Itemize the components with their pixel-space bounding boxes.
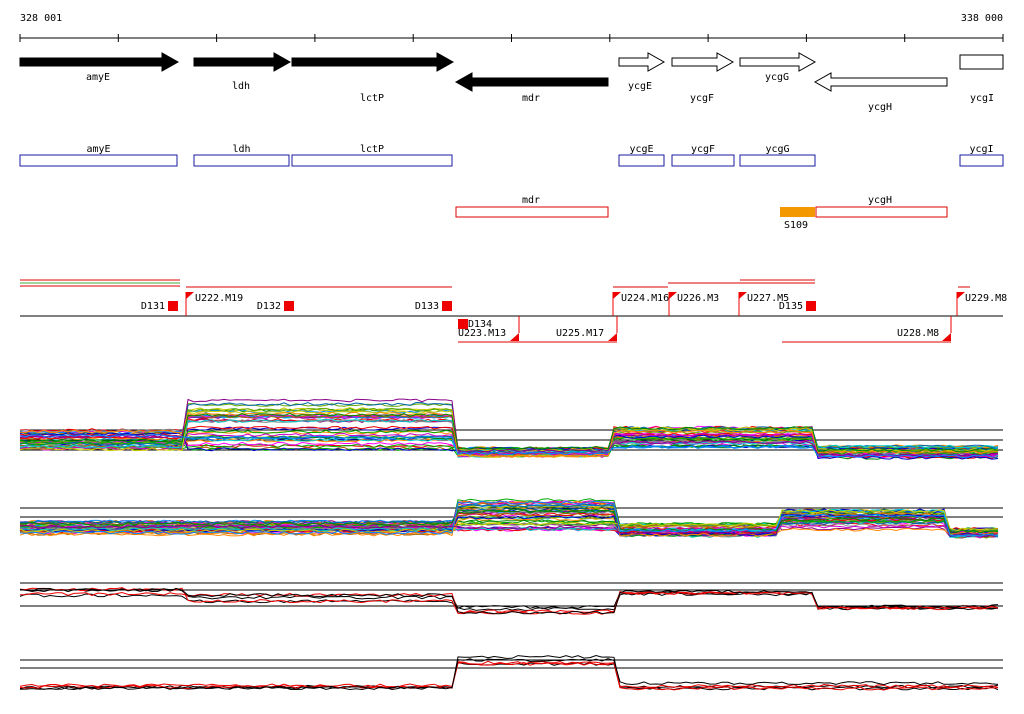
- marker-triangle: [510, 333, 519, 341]
- marker-label: D133: [415, 301, 439, 312]
- segment-label: S109: [784, 220, 808, 231]
- gene-arrow: [193, 52, 292, 72]
- marker-label: U226.M3: [677, 293, 719, 304]
- gene-label: amyE: [86, 72, 110, 83]
- gene-arrow: [671, 52, 735, 72]
- ruler-start: 328 001: [20, 13, 62, 24]
- gene-arrow: [739, 52, 817, 72]
- gene-label: ldh: [232, 81, 250, 92]
- gene-arrow: [454, 72, 609, 92]
- gene-label: lctP: [360, 93, 384, 104]
- marker-label: U229.M8: [965, 293, 1007, 304]
- annotation-label: ycgG: [765, 144, 789, 155]
- track-series: [19, 509, 999, 534]
- marker-label: U223.M13: [458, 328, 506, 339]
- track-series: [19, 509, 999, 533]
- marker-flag: [186, 292, 194, 299]
- track-series: [19, 434, 999, 459]
- track-series: [19, 398, 999, 457]
- annotation-box: [739, 154, 816, 167]
- marker-label: U227.M5: [747, 293, 789, 304]
- marker-flag: [739, 292, 747, 299]
- gene-label: ycgH: [868, 102, 892, 113]
- segment-box: [780, 207, 815, 217]
- marker-flag: [669, 292, 677, 299]
- gene-arrow: [618, 52, 666, 72]
- reverse-label: ycgH: [868, 195, 892, 206]
- annotation-box: [671, 154, 735, 167]
- marker-label: D132: [257, 301, 281, 312]
- track-series: [19, 658, 999, 691]
- marker-triangle: [942, 333, 951, 341]
- gene-arrow: [19, 52, 180, 72]
- annotation-label: ycgE: [629, 144, 653, 155]
- annotation-box: [19, 154, 178, 167]
- marker-flag: [957, 292, 965, 299]
- annotation-box: [618, 154, 665, 167]
- marker-label: U225.M17: [556, 328, 604, 339]
- annotation-box: [291, 154, 453, 167]
- annotation-box: [959, 154, 1004, 167]
- gene-label: mdr: [522, 93, 540, 104]
- annotation-box: [193, 154, 290, 167]
- track-series: [19, 412, 999, 452]
- gene-arrow: [291, 52, 455, 72]
- track-series: [19, 500, 999, 537]
- reverse-box: [815, 206, 948, 218]
- marker-label: U228.M8: [897, 328, 939, 339]
- annotation-label: amyE: [86, 144, 110, 155]
- track-series: [19, 500, 999, 537]
- gene-label: ycgG: [765, 72, 789, 83]
- gene-label: ycgF: [690, 93, 714, 104]
- track-series: [19, 591, 999, 614]
- track-series: [19, 587, 999, 615]
- marker-triangle: [608, 333, 617, 341]
- marker-flag: [613, 292, 621, 299]
- marker-square: [284, 301, 294, 311]
- marker-label: D135: [779, 301, 803, 312]
- marker-square: [806, 301, 816, 311]
- gene-label: ycgI: [970, 93, 994, 104]
- ruler-end: 338 000: [961, 13, 1003, 24]
- annotation-label: ycgF: [691, 144, 715, 155]
- marker-label: U224.M16: [621, 293, 669, 304]
- marker-square: [442, 301, 452, 311]
- track-series: [19, 503, 999, 538]
- gene-arrow: [813, 72, 948, 92]
- marker-square: [168, 301, 178, 311]
- marker-square: [458, 319, 468, 329]
- gene-arrow: [959, 54, 1004, 70]
- marker-label: U222.M19: [195, 293, 243, 304]
- track-series: [19, 660, 999, 689]
- reverse-box: [455, 206, 609, 218]
- marker-label: D131: [141, 301, 165, 312]
- annotation-label: ycgI: [969, 144, 993, 155]
- gene-label: ycgE: [628, 81, 652, 92]
- marker-label: D134: [468, 319, 492, 330]
- annotation-label: ldh: [232, 144, 250, 155]
- reverse-label: mdr: [522, 195, 540, 206]
- annotation-label: lctP: [360, 144, 384, 155]
